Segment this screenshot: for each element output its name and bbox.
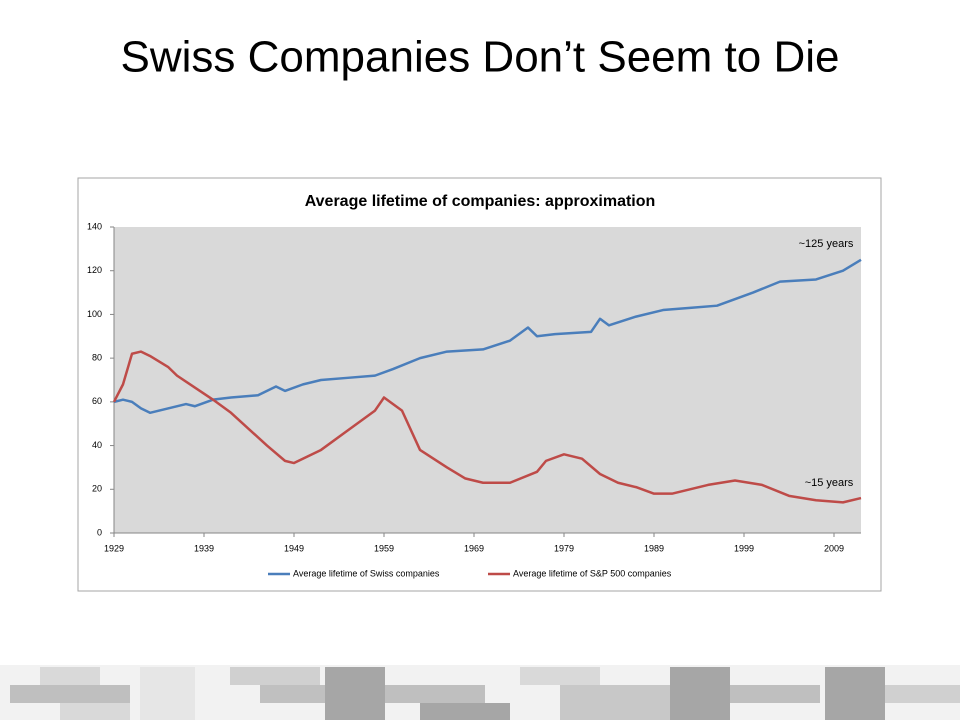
y-tick-label: 0 — [97, 527, 102, 537]
footer-block — [560, 685, 670, 720]
x-tick-label: 1949 — [284, 543, 304, 553]
x-tick-label: 1999 — [734, 543, 754, 553]
slide-title: Swiss Companies Don’t Seem to Die — [121, 33, 840, 82]
legend-label: Average lifetime of S&P 500 companies — [513, 568, 672, 578]
footer-block — [670, 667, 730, 720]
annotation: ~125 years — [799, 238, 854, 250]
x-tick-label: 1939 — [194, 543, 214, 553]
plot-area — [114, 227, 861, 533]
legend-label: Average lifetime of Swiss companies — [293, 568, 440, 578]
footer-block — [730, 685, 820, 703]
x-tick-label: 1929 — [104, 543, 124, 553]
footer-block — [385, 685, 485, 703]
x-tick-label: 2009 — [824, 543, 844, 553]
annotation: ~15 years — [805, 477, 854, 489]
x-tick-label: 1959 — [374, 543, 394, 553]
footer-block — [140, 667, 195, 720]
y-tick-label: 60 — [92, 396, 102, 406]
x-tick-label: 1989 — [644, 543, 664, 553]
footer-block — [230, 667, 320, 685]
footer-block — [825, 667, 885, 720]
chart-title: Average lifetime of companies: approxima… — [305, 193, 656, 210]
x-tick-label: 1969 — [464, 543, 484, 553]
footer-block — [60, 703, 130, 720]
footer-block — [520, 667, 600, 685]
footer-block — [420, 703, 510, 720]
y-tick-label: 120 — [87, 265, 102, 275]
footer-block — [40, 667, 100, 685]
y-tick-label: 40 — [92, 440, 102, 450]
series-line — [112, 350, 862, 504]
footer-block — [325, 667, 385, 720]
series-line — [113, 258, 862, 415]
y-tick-label: 20 — [92, 484, 102, 494]
y-tick-label: 140 — [87, 221, 102, 231]
footer-block — [10, 685, 130, 703]
footer-decoration — [0, 665, 960, 720]
footer-block — [885, 685, 960, 703]
y-tick-label: 80 — [92, 353, 102, 363]
y-tick-label: 100 — [87, 309, 102, 319]
x-tick-label: 1979 — [554, 543, 574, 553]
